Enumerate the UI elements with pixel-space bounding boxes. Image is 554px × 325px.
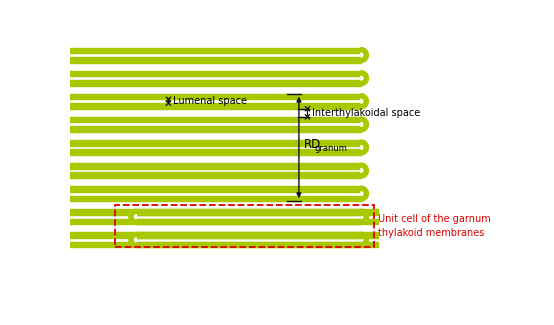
Polygon shape: [49, 163, 361, 169]
Polygon shape: [361, 232, 368, 247]
Polygon shape: [361, 215, 363, 219]
Polygon shape: [136, 209, 378, 215]
Polygon shape: [135, 215, 136, 219]
Polygon shape: [361, 99, 363, 103]
Polygon shape: [49, 196, 361, 201]
Polygon shape: [361, 117, 368, 132]
Polygon shape: [49, 126, 361, 132]
Polygon shape: [361, 53, 363, 57]
Polygon shape: [49, 173, 361, 178]
Polygon shape: [361, 123, 363, 126]
Polygon shape: [135, 238, 136, 242]
Polygon shape: [49, 186, 361, 192]
Polygon shape: [49, 242, 361, 247]
Polygon shape: [49, 117, 361, 123]
Polygon shape: [136, 232, 378, 238]
Text: Interthylakoidal space: Interthylakoidal space: [312, 108, 420, 118]
Polygon shape: [129, 209, 136, 224]
Polygon shape: [136, 219, 378, 224]
Text: RD: RD: [304, 138, 321, 151]
Polygon shape: [361, 47, 368, 62]
Polygon shape: [361, 169, 363, 173]
Polygon shape: [361, 140, 368, 155]
Polygon shape: [136, 242, 378, 247]
Polygon shape: [49, 80, 361, 85]
Polygon shape: [129, 232, 136, 247]
Text: granum: granum: [315, 144, 347, 153]
Polygon shape: [49, 103, 361, 109]
Polygon shape: [49, 71, 361, 76]
Polygon shape: [49, 150, 361, 155]
Polygon shape: [361, 163, 368, 178]
Text: Lumenal space: Lumenal space: [173, 96, 247, 106]
Polygon shape: [49, 209, 361, 215]
Polygon shape: [49, 94, 361, 99]
Polygon shape: [361, 76, 363, 80]
Polygon shape: [49, 57, 361, 62]
Polygon shape: [49, 140, 361, 146]
Polygon shape: [361, 146, 363, 150]
Text: Unit cell of the garnum
thylakoid membranes: Unit cell of the garnum thylakoid membra…: [378, 214, 491, 238]
Polygon shape: [361, 186, 368, 201]
Polygon shape: [49, 219, 361, 224]
Polygon shape: [361, 238, 363, 242]
Polygon shape: [361, 209, 368, 224]
Polygon shape: [361, 192, 363, 196]
Polygon shape: [49, 47, 361, 53]
Polygon shape: [49, 232, 361, 238]
Polygon shape: [361, 71, 368, 85]
Polygon shape: [361, 94, 368, 109]
